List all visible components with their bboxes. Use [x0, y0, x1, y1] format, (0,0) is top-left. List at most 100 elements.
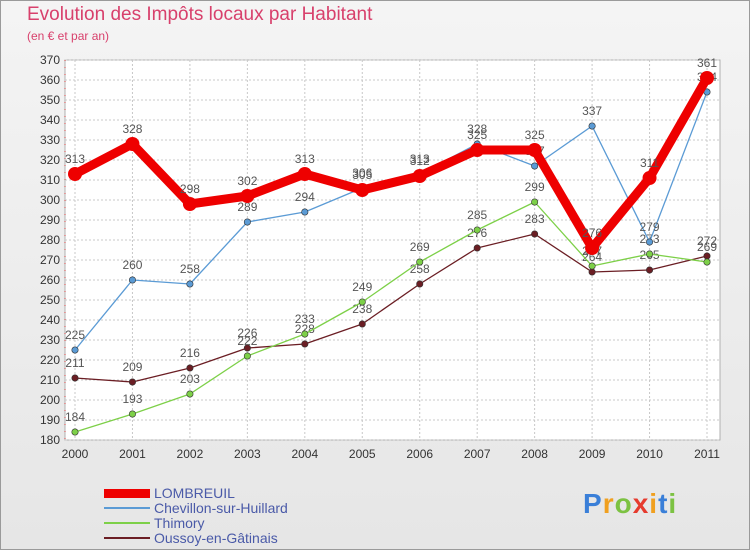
data-label: 203 [180, 372, 200, 386]
data-label: 299 [525, 180, 545, 194]
data-label: 311 [640, 156, 659, 170]
data-label: 279 [640, 220, 660, 234]
y-tick-label: 350 [40, 93, 60, 107]
data-label: 249 [352, 280, 372, 294]
series-line [74, 201, 708, 433]
x-tick-label: 2010 [636, 447, 663, 461]
x-tick-label: 2006 [406, 447, 433, 461]
data-label: 328 [122, 122, 142, 136]
y-tick-label: 240 [40, 313, 60, 327]
legend-swatch [104, 507, 150, 509]
data-point [531, 230, 539, 238]
data-point [358, 320, 366, 328]
series-thimory: 184193203222233249269285299267273269 [65, 180, 717, 436]
data-point [243, 218, 251, 226]
legend-swatch [104, 522, 150, 524]
y-tick-label: 250 [40, 293, 60, 307]
x-tick-label: 2005 [349, 447, 376, 461]
data-point [301, 340, 309, 348]
x-tick-label: 2003 [234, 447, 261, 461]
series-line [74, 233, 708, 383]
data-point [473, 226, 481, 234]
data-label: 276 [582, 226, 602, 240]
data-point [646, 238, 654, 246]
data-point [700, 71, 714, 85]
legend-label: Oussoy-en-Gâtinais [154, 530, 278, 546]
data-label: 361 [697, 56, 717, 70]
data-point [243, 344, 251, 352]
legend-label: Chevillon-sur-Huillard [154, 500, 288, 516]
y-tick-label: 290 [40, 213, 60, 227]
data-label: 209 [122, 360, 142, 374]
data-label: 312 [410, 154, 430, 168]
data-label: 325 [467, 128, 487, 142]
data-label: 193 [122, 392, 142, 406]
data-point [470, 143, 485, 157]
data-point [186, 280, 194, 288]
legend-item: Oussoy-en-Gâtinais [104, 531, 278, 545]
data-point [703, 258, 711, 266]
data-point [355, 183, 370, 197]
data-point [646, 250, 654, 258]
data-point [240, 189, 255, 203]
y-tick-label: 210 [40, 373, 60, 387]
data-point [297, 167, 312, 181]
legend-label: Thimory [154, 515, 205, 531]
data-point [128, 276, 136, 284]
data-label: 233 [295, 312, 315, 326]
data-label: 313 [410, 152, 430, 166]
legend-swatch [104, 488, 150, 498]
data-label: 337 [582, 104, 602, 118]
x-tick-label: 2011 [694, 447, 720, 461]
x-tick-label: 2000 [62, 447, 89, 461]
y-tick-label: 190 [40, 413, 60, 427]
data-label: 305 [352, 168, 372, 182]
x-tick-label: 2008 [521, 447, 548, 461]
data-label: 325 [525, 128, 545, 142]
y-tick-label: 180 [40, 433, 60, 447]
data-label: 298 [180, 182, 200, 196]
data-point [128, 378, 136, 386]
y-tick-label: 340 [40, 113, 60, 127]
y-tick-label: 310 [40, 173, 60, 187]
data-point [358, 298, 366, 306]
data-label: 222 [237, 334, 257, 348]
data-label: 269 [697, 240, 717, 254]
data-point [71, 428, 79, 436]
x-tick-label: 2007 [464, 447, 491, 461]
data-label: 283 [525, 212, 545, 226]
x-tick-label: 2009 [579, 447, 606, 461]
data-point [531, 162, 539, 170]
data-label: 302 [237, 174, 257, 188]
x-tick-label: 2004 [291, 447, 318, 461]
data-label: 285 [467, 208, 487, 222]
logo-letter: t [658, 488, 669, 519]
series-lombreuil: 313 328 298 302 313 305 312 325 325 276 311 361 [65, 56, 717, 255]
data-point [71, 374, 79, 382]
data-point [186, 364, 194, 372]
data-point [71, 346, 79, 354]
data-label: 269 [410, 240, 430, 254]
data-point [646, 266, 654, 274]
data-point [301, 208, 309, 216]
y-tick-label: 200 [40, 393, 60, 407]
y-tick-label: 230 [40, 333, 60, 347]
y-tick-label: 300 [40, 193, 60, 207]
legend-item: Thimory [104, 516, 205, 530]
data-label: 260 [122, 258, 142, 272]
series-line [70, 73, 712, 253]
data-point [416, 258, 424, 266]
data-point [128, 410, 136, 418]
data-point [588, 262, 596, 270]
y-tick-label: 320 [40, 153, 60, 167]
data-point [473, 244, 481, 252]
data-point [243, 352, 251, 360]
data-point [125, 137, 140, 151]
plot-area [64, 59, 721, 441]
data-point [186, 390, 194, 398]
data-point [531, 198, 539, 206]
data-label: 313 [295, 152, 315, 166]
y-tick-label: 360 [40, 73, 60, 87]
data-label: 306 [352, 166, 372, 180]
data-label: 272 [697, 234, 717, 248]
